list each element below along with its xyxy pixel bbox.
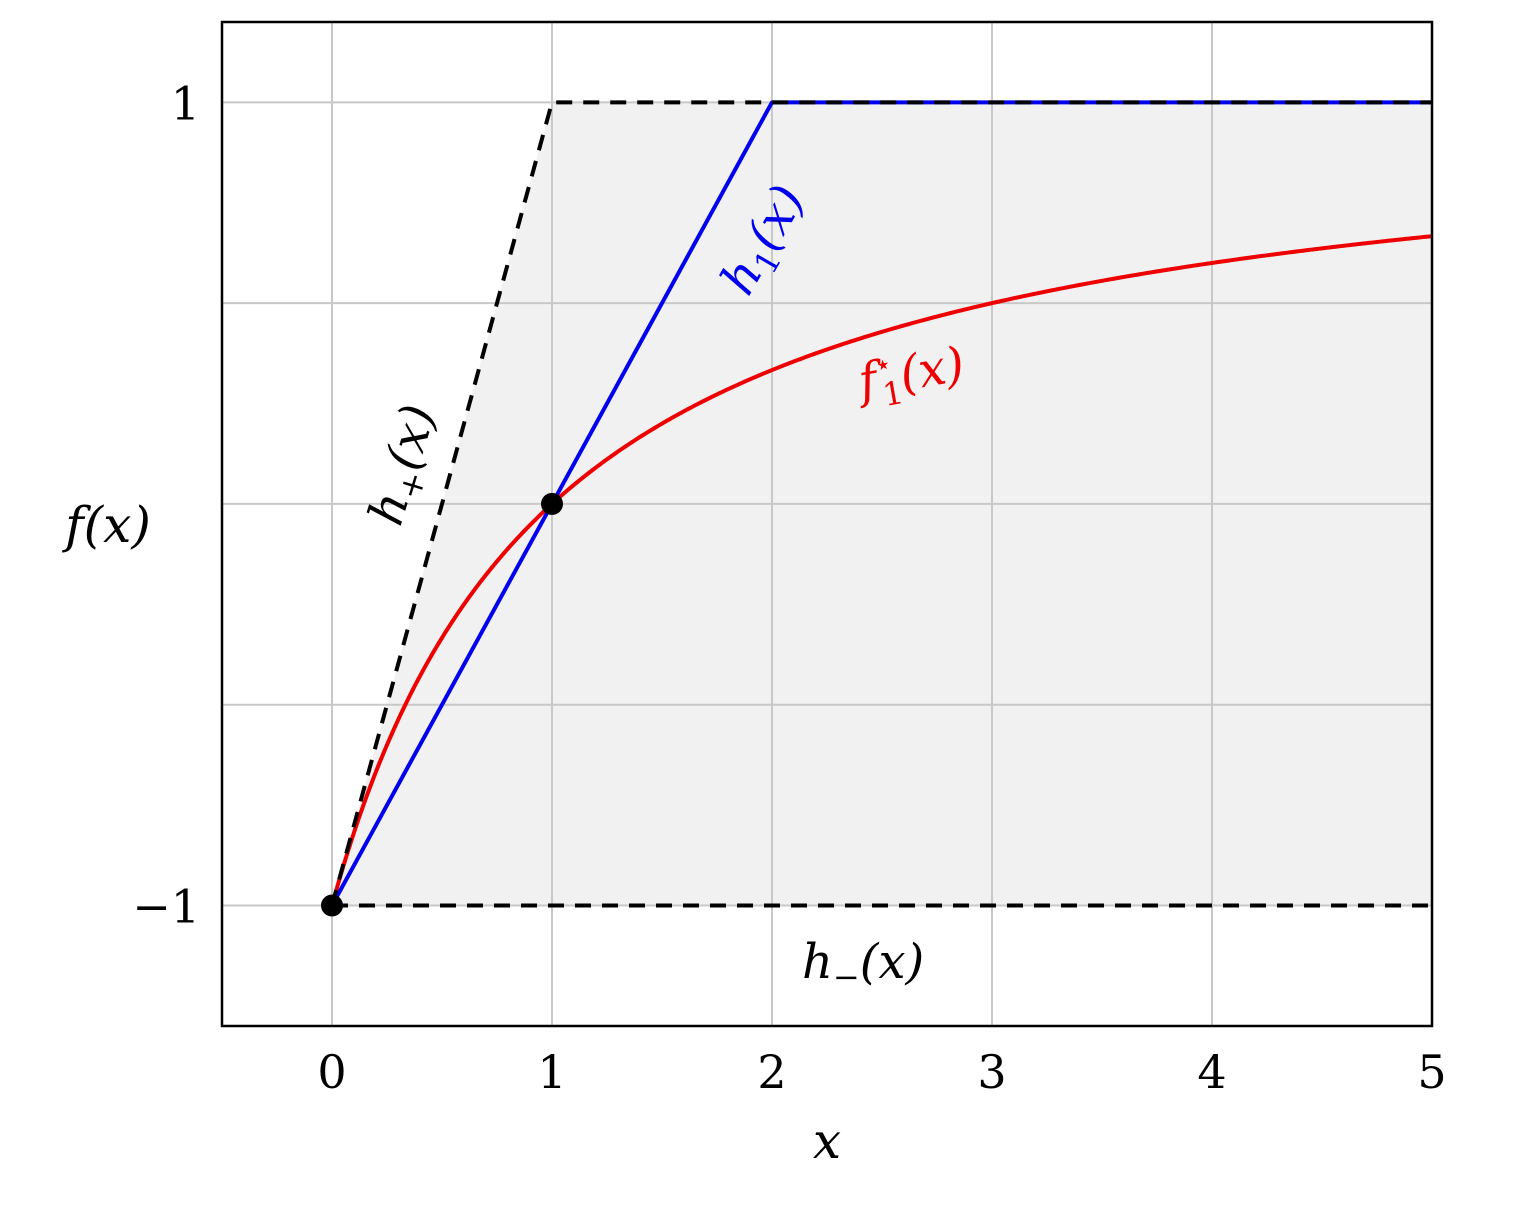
plot-frame [220, 20, 1434, 1028]
x-tick-label: 4 [1197, 1045, 1226, 1099]
x-tick-label: 5 [1417, 1045, 1446, 1099]
x-tick-label: 1 [537, 1045, 566, 1099]
label-h-minus: h−(x) [802, 934, 924, 996]
y-tick-label: 1 [171, 76, 200, 130]
x-axis-label: x [813, 1112, 841, 1170]
series-group [330, 100, 1433, 908]
marker-point [321, 894, 343, 917]
marker-point [541, 492, 563, 515]
markers [321, 492, 563, 917]
y-axis-label: f(x) [61, 496, 151, 554]
x-tick-label: 3 [977, 1045, 1006, 1099]
series-line-0 [330, 100, 1432, 907]
series-line-3 [330, 234, 1433, 907]
tick-labels: 0 1 2 3 4 5 −1 1 [132, 76, 1446, 1099]
x-tick-label: 2 [757, 1045, 786, 1099]
y-tick-label: −1 [132, 880, 200, 934]
x-tick-label: 0 [317, 1045, 346, 1099]
